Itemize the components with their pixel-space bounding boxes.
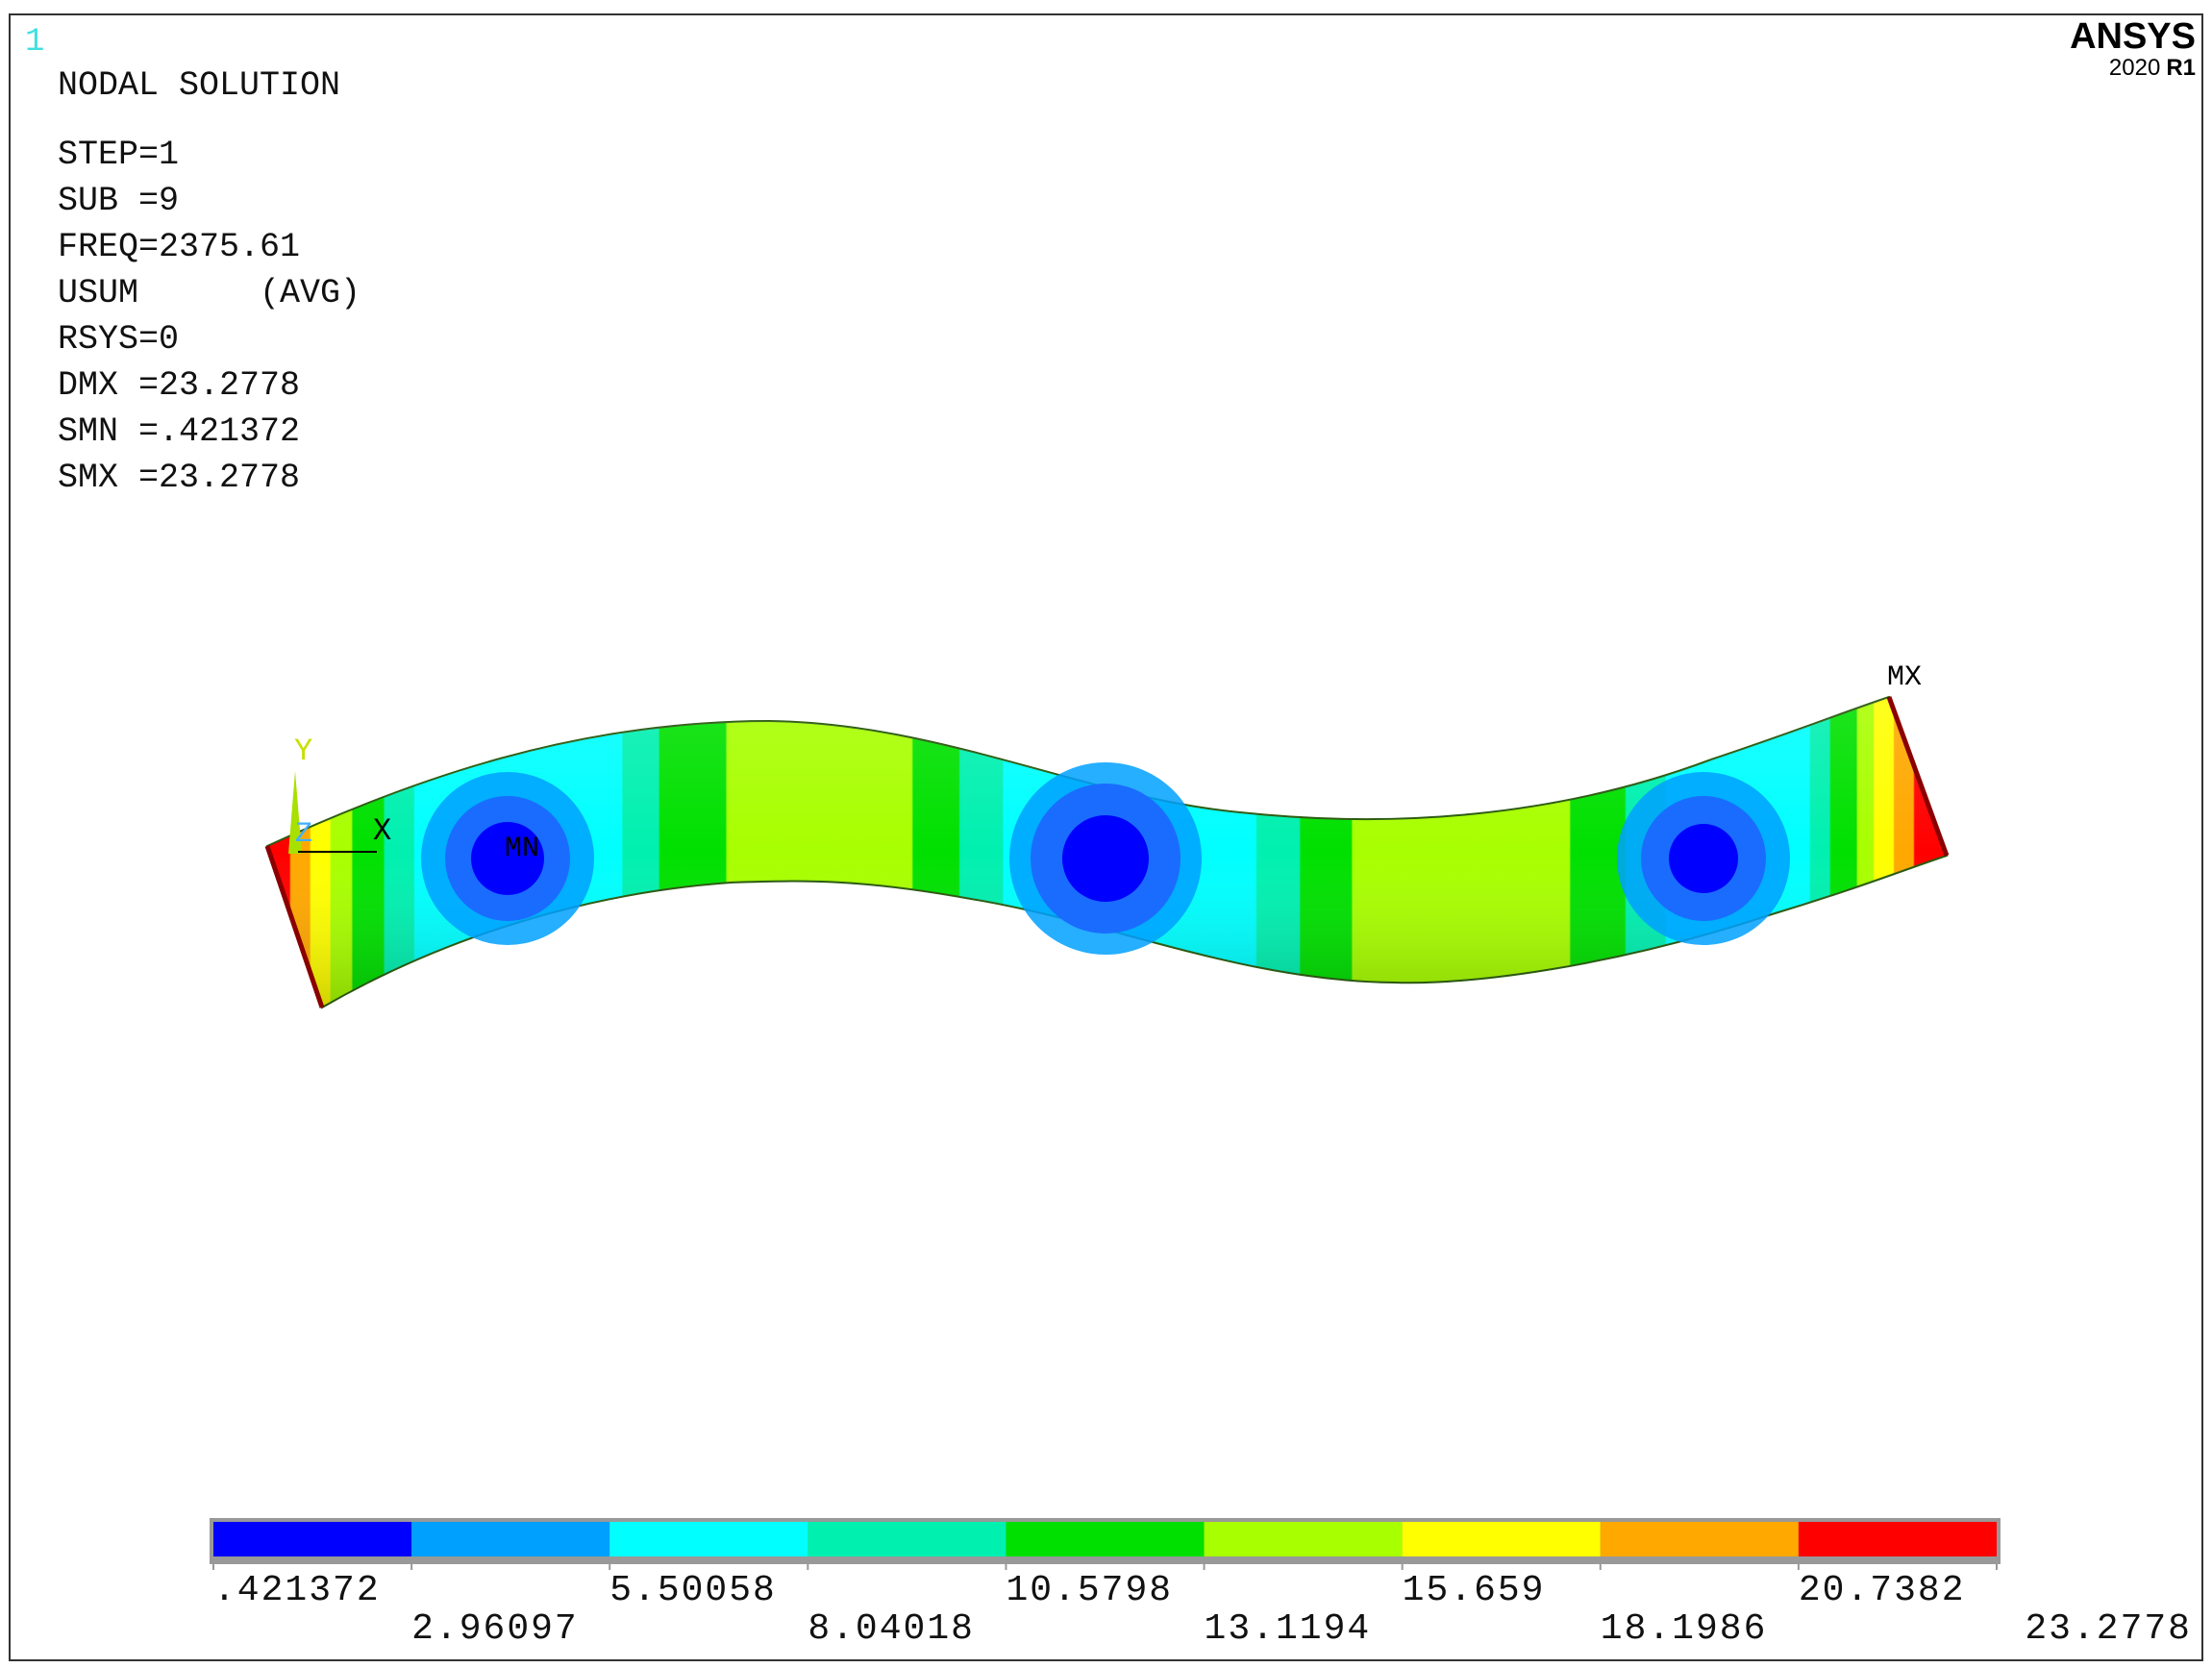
- legend-swatch: [411, 1522, 610, 1556]
- solution-info: NODAL SOLUTION STEP=1 SUB =9 FREQ=2375.6…: [58, 66, 360, 497]
- legend-swatch: [808, 1522, 1007, 1556]
- pipe-end-left: [264, 845, 325, 1008]
- coordinate-triad: Y Z X: [288, 734, 391, 854]
- ansys-logo: ANSYS 2020 R1: [2070, 16, 2196, 81]
- legend-tick-label: 8.04018: [808, 1608, 975, 1650]
- triad-y-label: Y: [294, 734, 312, 769]
- triad-y-axis: [288, 771, 302, 854]
- info-line-smn: SMN =.421372: [58, 412, 300, 451]
- legend-tick-label: 2.96097: [411, 1608, 579, 1650]
- legend-tick-label: 20.7382: [1799, 1570, 1966, 1611]
- pipe-end-right: [1886, 696, 1950, 857]
- legend-tick-label: 18.1986: [1601, 1608, 1768, 1650]
- legend-tick-label: 13.1194: [1205, 1608, 1372, 1650]
- triad-x-label: X: [373, 813, 391, 849]
- info-line-freq: FREQ=2375.61: [58, 228, 300, 266]
- min-marker-label: MN: [505, 833, 539, 865]
- window-number: 1: [25, 24, 44, 61]
- legend-tick-label: 5.50058: [609, 1570, 777, 1611]
- triad-z-label: Z: [295, 818, 312, 851]
- legend-tick-label: .421372: [213, 1570, 381, 1611]
- legend-tick-label: 10.5798: [1006, 1570, 1173, 1611]
- info-line-sub: SUB =9: [58, 182, 179, 220]
- pipe-model: [264, 695, 1950, 1009]
- contour-legend: .421372 2.96097 5.50058 8.04018 10.5798 13.11…: [210, 1518, 2192, 1650]
- legend-tick-label: 15.659: [1403, 1570, 1546, 1611]
- legend-swatch: [213, 1522, 412, 1556]
- legend-swatch: [1600, 1522, 1799, 1556]
- info-line-smx: SMX =23.2778: [58, 459, 300, 497]
- node-spot-3: [1617, 772, 1790, 945]
- legend-swatch: [1204, 1522, 1403, 1556]
- legend-swatch: [1798, 1522, 1997, 1556]
- solution-title: NODAL SOLUTION: [58, 66, 340, 105]
- node-spot-1: [421, 772, 594, 945]
- legend-swatch: [1402, 1522, 1601, 1556]
- legend-swatch: [609, 1522, 808, 1556]
- max-marker-label: MX: [1887, 661, 1922, 694]
- info-line-usum: USUM (AVG): [58, 274, 360, 312]
- info-line-step: STEP=1: [58, 136, 179, 174]
- node-spot-2: [1009, 762, 1202, 955]
- legend-swatch: [1006, 1522, 1205, 1556]
- info-line-rsys: RSYS=0: [58, 320, 179, 359]
- legend-tick-label: 23.2778: [2025, 1608, 2192, 1650]
- brand-name: ANSYS: [2070, 16, 2196, 57]
- info-line-dmx: DMX =23.2778: [58, 366, 300, 405]
- brand-version: 2020 R1: [2109, 55, 2196, 81]
